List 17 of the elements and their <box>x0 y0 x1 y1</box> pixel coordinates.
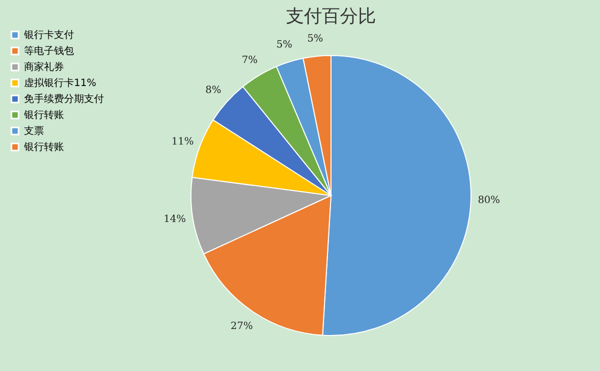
data-label: 5% <box>276 40 292 51</box>
legend-label: 等电子钱包 <box>24 45 74 57</box>
legend-label: 虚拟银行卡11% <box>24 77 96 89</box>
legend-label: 免手续费分期支付 <box>24 93 104 105</box>
legend-label: 银行卡支付 <box>23 29 74 41</box>
legend-label: 银行转账 <box>23 141 64 153</box>
data-label: 5% <box>307 33 324 44</box>
data-label: 80% <box>478 195 500 206</box>
data-label: 27% <box>230 320 253 332</box>
chart-title: 支付百分比 <box>286 6 376 27</box>
data-label: 11% <box>171 136 194 148</box>
legend-label: 银行转账 <box>23 109 64 121</box>
data-label: 14% <box>164 214 186 226</box>
data-label: 7% <box>242 55 258 66</box>
data-label: 8% <box>205 85 222 96</box>
legend-label: 商家礼券 <box>24 61 64 73</box>
legend-label: 支票 <box>24 125 44 137</box>
